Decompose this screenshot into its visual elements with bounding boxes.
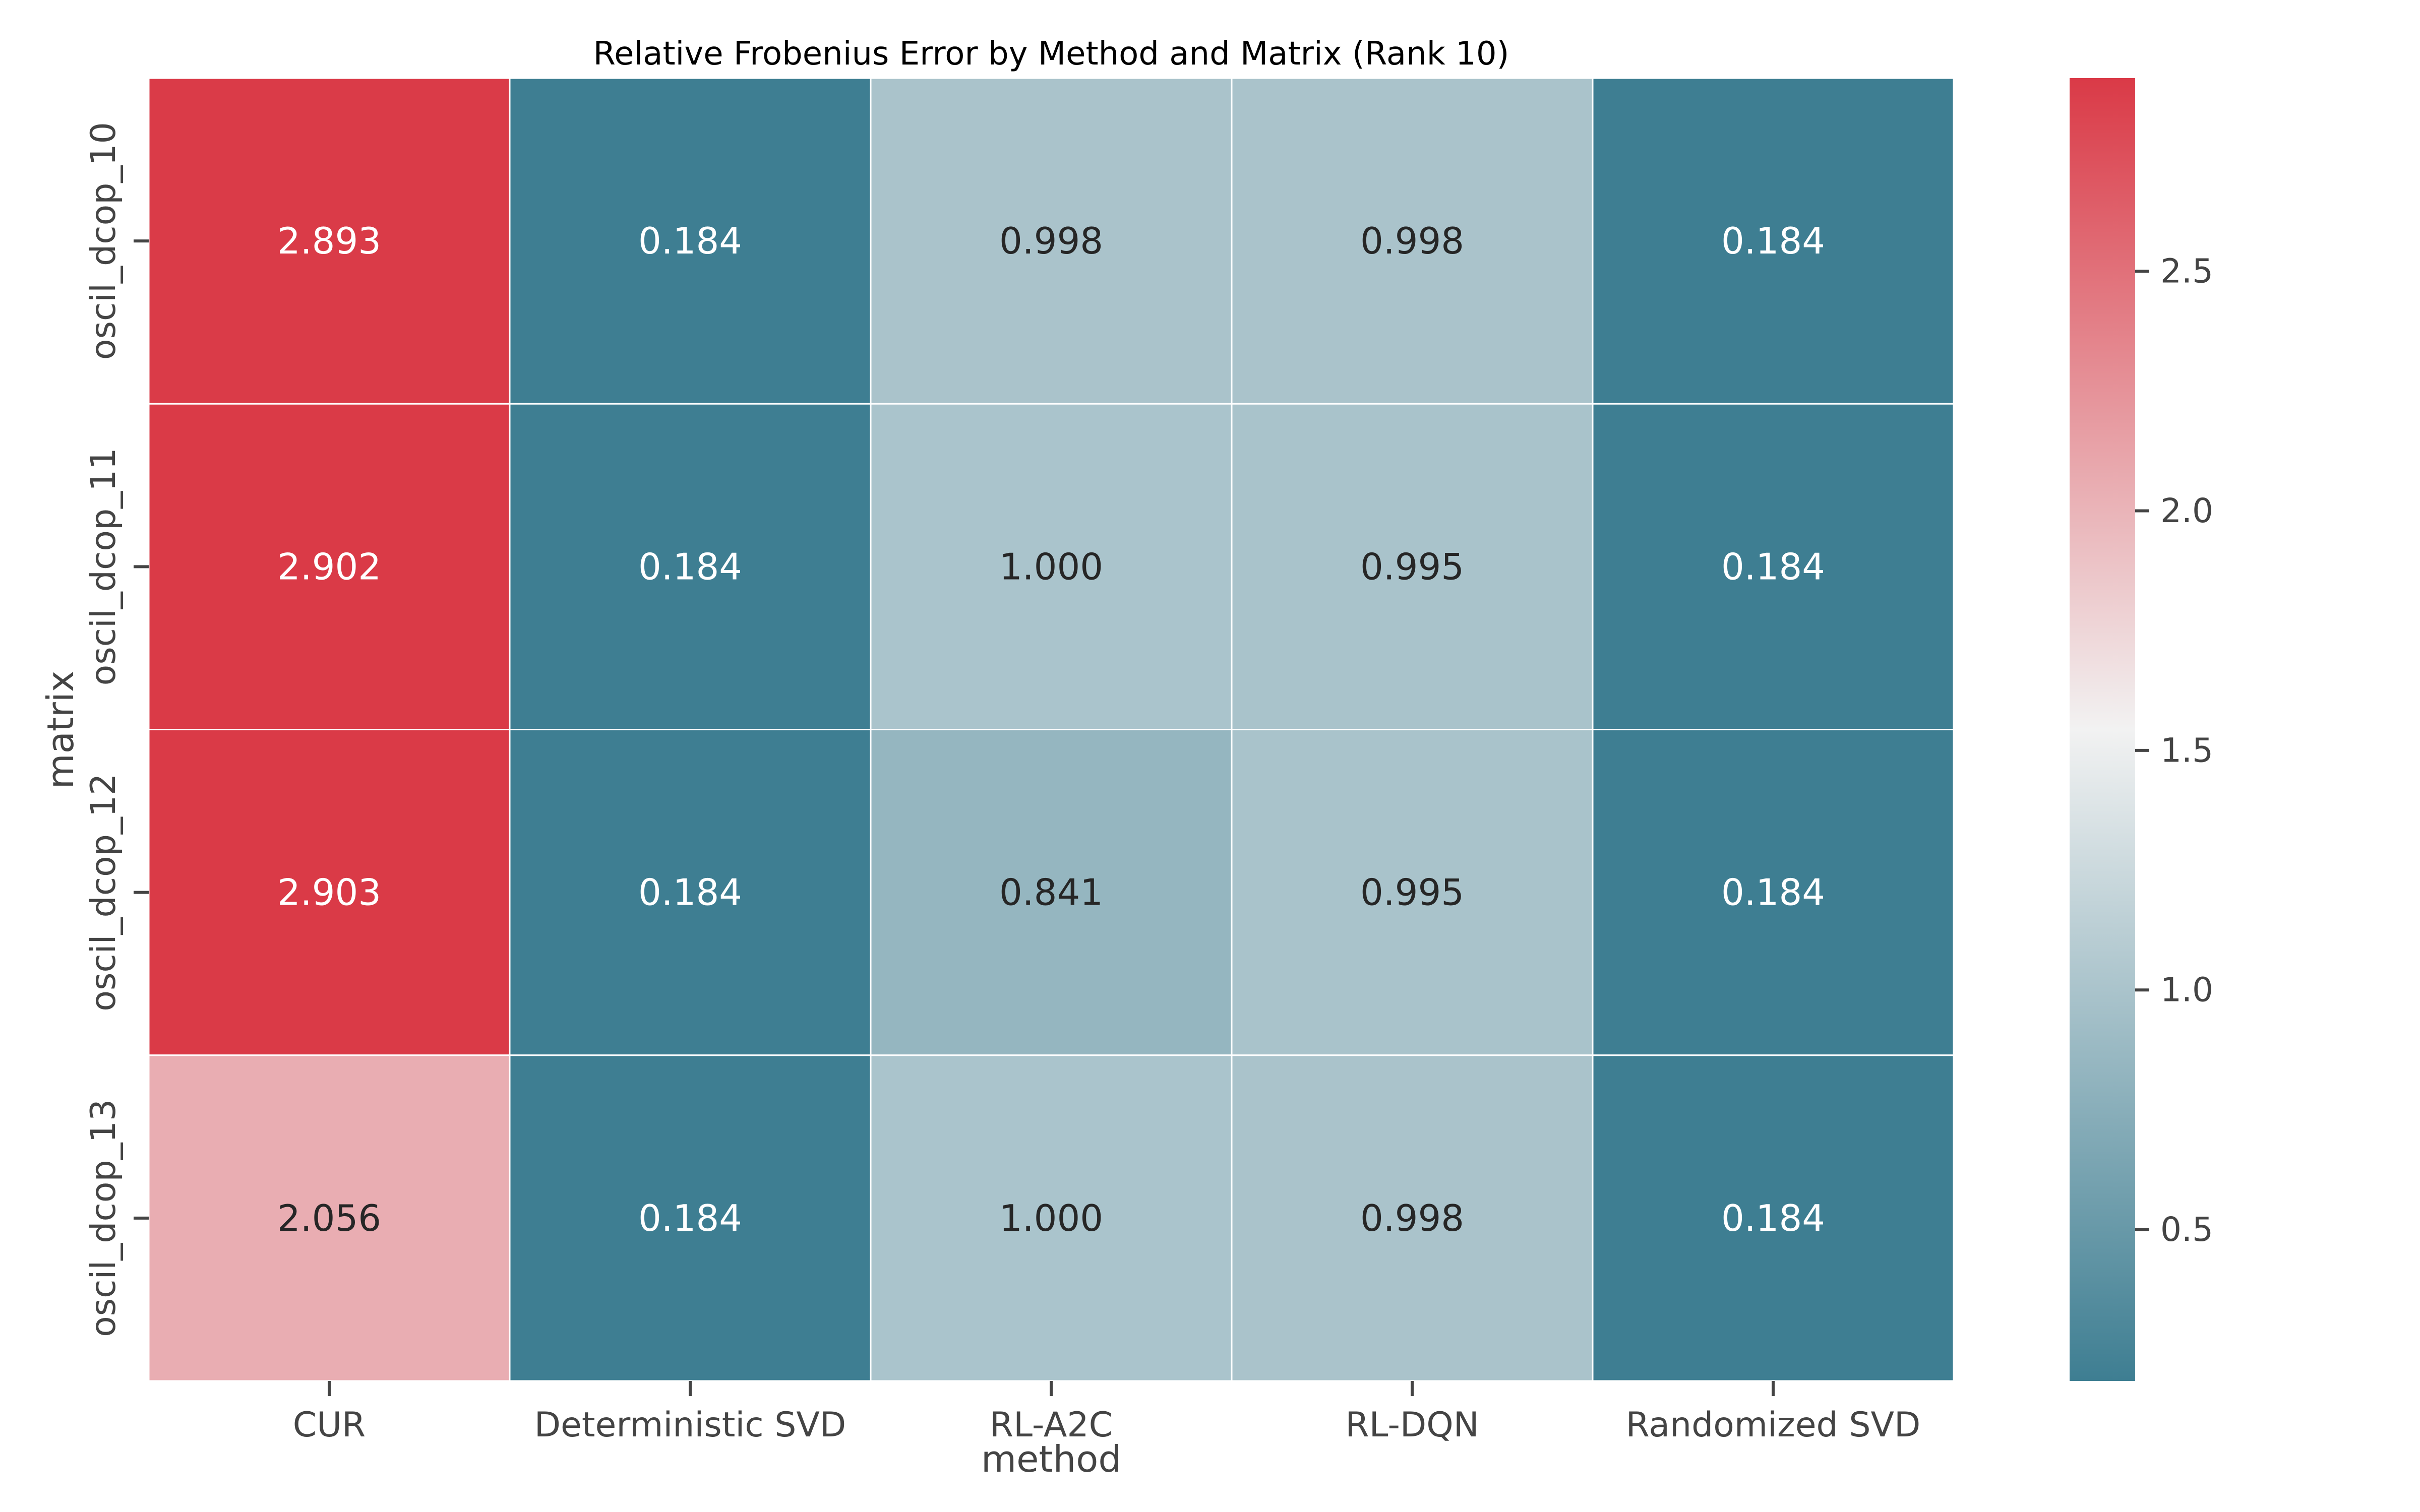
heatmap-cell bbox=[509, 403, 872, 730]
heatmap-cell-value: 0.995 bbox=[1360, 871, 1464, 914]
heatmap-cell-value: 2.056 bbox=[277, 1197, 381, 1239]
heatmap-cell-value: 2.893 bbox=[277, 220, 381, 262]
colorbar-tick-label: 2.5 bbox=[2160, 252, 2213, 291]
y-tick-label: oscil_dcop_10 bbox=[84, 122, 124, 360]
heatmap-cell bbox=[870, 77, 1233, 405]
heatmap-cell bbox=[870, 1054, 1233, 1382]
heatmap-cell bbox=[1592, 77, 1955, 405]
heatmap-cell bbox=[1592, 729, 1955, 1056]
heatmap-cell-value: 1.000 bbox=[999, 545, 1103, 588]
heatmap-cell bbox=[509, 729, 872, 1056]
heatmap-cell-value: 0.841 bbox=[999, 871, 1103, 914]
heatmap-cell bbox=[870, 403, 1233, 730]
heatmap-cell bbox=[1231, 729, 1594, 1056]
chart-title: Relative Frobenius Error by Method and M… bbox=[593, 35, 1509, 73]
heatmap-cell-value: 0.995 bbox=[1360, 545, 1464, 588]
heatmap-cell-value: 0.998 bbox=[1360, 220, 1464, 262]
heatmap-cell-value: 0.184 bbox=[1721, 871, 1825, 914]
colorbar-tick-label: 0.5 bbox=[2160, 1210, 2213, 1249]
heatmap-cell-value: 0.184 bbox=[1721, 1197, 1825, 1239]
heatmap-cell-labels: 2.893 0.184 0.998 0.998 0.184 2.902 0.184 1.000… bbox=[277, 220, 1825, 1239]
heatmap-cell-value: 0.184 bbox=[1721, 545, 1825, 588]
heatmap-cell-value: 0.184 bbox=[638, 545, 742, 588]
y-tick-label: oscil_dcop_12 bbox=[84, 774, 124, 1012]
heatmap-cell-value: 1.000 bbox=[999, 1197, 1103, 1239]
colorbar-tick-label: 2.0 bbox=[2160, 491, 2213, 530]
heatmap-cell-value: 0.184 bbox=[638, 220, 742, 262]
colorbar-gradient bbox=[2070, 78, 2135, 1381]
heatmap-cell-value: 0.184 bbox=[638, 871, 742, 914]
x-tick-label: Randomized SVD bbox=[1626, 1405, 1921, 1445]
heatmap-cell bbox=[1592, 403, 1955, 730]
colorbar: 0.5 1.0 1.5 2.0 2.5 bbox=[2070, 78, 2213, 1381]
heatmap-cell bbox=[509, 1054, 872, 1382]
x-tick-label: RL-A2C bbox=[990, 1405, 1113, 1445]
heatmap-cell bbox=[509, 77, 872, 405]
heatmap-cells bbox=[148, 77, 1955, 1382]
heatmap-cell bbox=[870, 729, 1233, 1056]
x-tick-label: CUR bbox=[293, 1405, 366, 1445]
heatmap-cell-value: 0.184 bbox=[638, 1197, 742, 1239]
x-tick-label: RL-DQN bbox=[1345, 1405, 1479, 1445]
x-axis-label: method bbox=[981, 1438, 1121, 1480]
heatmap-cell-value: 0.998 bbox=[1360, 1197, 1464, 1239]
heatmap-cell bbox=[1592, 1054, 1955, 1382]
heatmap-cell-value: 0.184 bbox=[1721, 220, 1825, 262]
heatmap-cell bbox=[1231, 77, 1594, 405]
heatmap-cell-value: 2.903 bbox=[277, 871, 381, 914]
y-axis: oscil_dcop_10 oscil_dcop_11 oscil_dcop_12o… bbox=[84, 122, 149, 1337]
y-axis-label: matrix bbox=[39, 671, 82, 789]
heatmap-cell bbox=[1231, 1054, 1594, 1382]
y-tick-label: oscil_dcop_11 bbox=[84, 448, 124, 685]
heatmap-cell-value: 2.902 bbox=[277, 545, 381, 588]
colorbar-tick-label: 1.5 bbox=[2160, 731, 2213, 770]
heatmap-cell bbox=[148, 77, 511, 405]
x-axis: CUR Deterministic SVD RL-A2C RL-DQN Randomiz… bbox=[293, 1381, 1921, 1445]
y-tick-label: oscil_dcop_13 bbox=[84, 1099, 124, 1337]
colorbar-tick-label: 1.0 bbox=[2160, 971, 2213, 1010]
heatmap-cell bbox=[148, 403, 511, 730]
heatmap-cell-value: 0.998 bbox=[999, 220, 1103, 262]
x-tick-label: Deterministic SVD bbox=[534, 1405, 846, 1445]
